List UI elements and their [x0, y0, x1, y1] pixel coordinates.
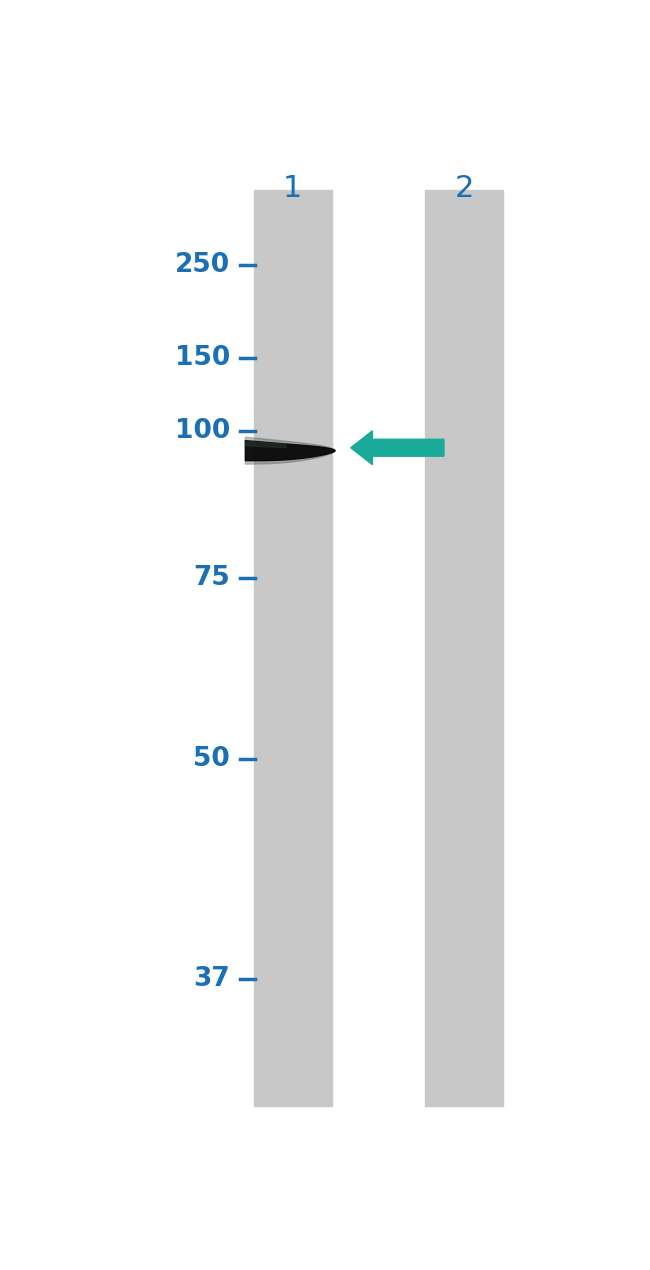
Text: 100: 100: [175, 418, 230, 444]
Text: 37: 37: [193, 965, 230, 992]
Text: 250: 250: [175, 251, 230, 278]
Polygon shape: [245, 442, 286, 447]
Bar: [254, 189, 332, 1106]
Text: 1: 1: [283, 174, 302, 203]
Polygon shape: [245, 437, 335, 464]
Bar: [425, 189, 503, 1106]
Text: 2: 2: [454, 174, 474, 203]
FancyArrow shape: [351, 431, 444, 465]
Text: 150: 150: [175, 344, 230, 371]
Text: 75: 75: [193, 565, 230, 591]
Text: 50: 50: [193, 745, 230, 772]
Polygon shape: [245, 441, 335, 461]
